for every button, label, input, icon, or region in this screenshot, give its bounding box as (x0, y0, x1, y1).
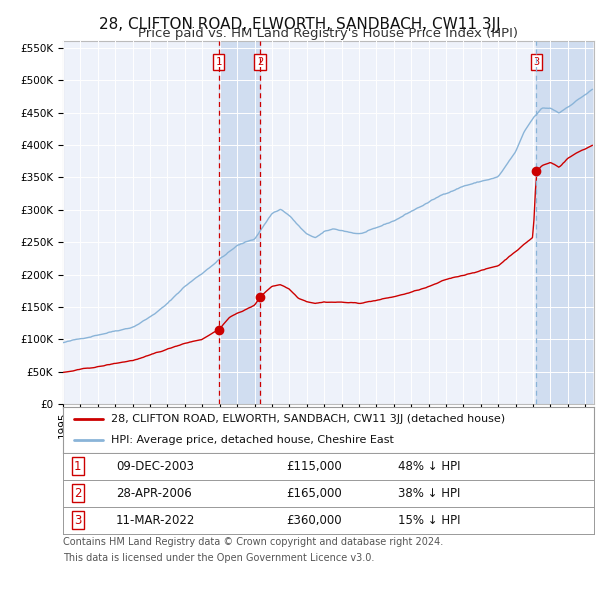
Text: 28, CLIFTON ROAD, ELWORTH, SANDBACH, CW11 3JJ: 28, CLIFTON ROAD, ELWORTH, SANDBACH, CW1… (99, 17, 501, 31)
Text: 38% ↓ HPI: 38% ↓ HPI (398, 487, 460, 500)
Text: 1: 1 (74, 460, 82, 473)
Text: 1: 1 (215, 57, 222, 67)
Text: Contains HM Land Registry data © Crown copyright and database right 2024.: Contains HM Land Registry data © Crown c… (63, 537, 443, 547)
Title: Price paid vs. HM Land Registry's House Price Index (HPI): Price paid vs. HM Land Registry's House … (139, 27, 518, 40)
Text: 09-DEC-2003: 09-DEC-2003 (116, 460, 194, 473)
Text: 15% ↓ HPI: 15% ↓ HPI (398, 514, 460, 527)
Text: £360,000: £360,000 (286, 514, 341, 527)
Text: HPI: Average price, detached house, Cheshire East: HPI: Average price, detached house, Ches… (111, 435, 394, 445)
Text: 2: 2 (74, 487, 82, 500)
Text: £115,000: £115,000 (286, 460, 342, 473)
Text: 28, CLIFTON ROAD, ELWORTH, SANDBACH, CW11 3JJ (detached house): 28, CLIFTON ROAD, ELWORTH, SANDBACH, CW1… (111, 414, 505, 424)
Bar (218, 41, 260, 404)
Text: 2: 2 (257, 57, 263, 67)
Text: This data is licensed under the Open Government Licence v3.0.: This data is licensed under the Open Gov… (63, 553, 374, 563)
Bar (536, 41, 592, 404)
Text: £165,000: £165,000 (286, 487, 342, 500)
Text: 28-APR-2006: 28-APR-2006 (116, 487, 192, 500)
Text: 3: 3 (533, 57, 539, 67)
Text: 11-MAR-2022: 11-MAR-2022 (116, 514, 196, 527)
Text: 3: 3 (74, 514, 82, 527)
Text: 48% ↓ HPI: 48% ↓ HPI (398, 460, 460, 473)
